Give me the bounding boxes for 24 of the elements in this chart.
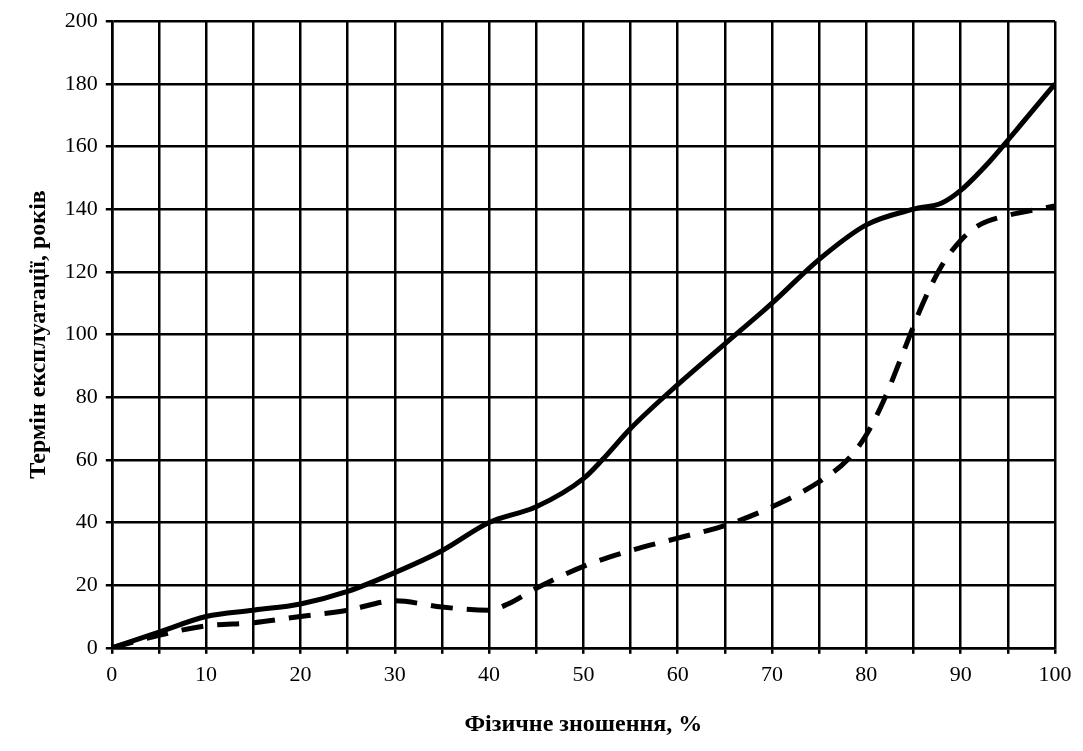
x-tick-label: 10: [195, 660, 218, 686]
x-tick-label: 90: [949, 660, 972, 686]
x-tick-label: 80: [855, 660, 878, 686]
y-tick-label: 60: [75, 445, 98, 471]
x-tick-label: 40: [478, 660, 501, 686]
y-tick-label: 40: [75, 508, 98, 534]
y-tick-label: 20: [75, 570, 98, 596]
x-axis-title: Фізичне зношення, %: [464, 709, 703, 736]
y-tick-label: 80: [75, 382, 98, 408]
y-tick-label: 140: [64, 194, 98, 220]
y-tick-label: 200: [64, 6, 98, 32]
x-tick-label: 50: [572, 660, 595, 686]
y-tick-label: 120: [64, 257, 98, 283]
x-tick-label: 0: [106, 660, 118, 686]
x-tick-label: 20: [289, 660, 312, 686]
y-tick-label: 160: [64, 132, 98, 158]
y-tick-label: 180: [64, 69, 98, 95]
x-tick-label: 60: [666, 660, 689, 686]
y-tick-label: 0: [86, 633, 98, 659]
x-tick-label: 70: [761, 660, 784, 686]
y-tick-label: 100: [64, 320, 98, 346]
x-tick-label: 30: [383, 660, 406, 686]
y-axis-title: Термін експлуатації, років: [23, 190, 50, 479]
x-tick-label: 100: [1038, 660, 1072, 686]
